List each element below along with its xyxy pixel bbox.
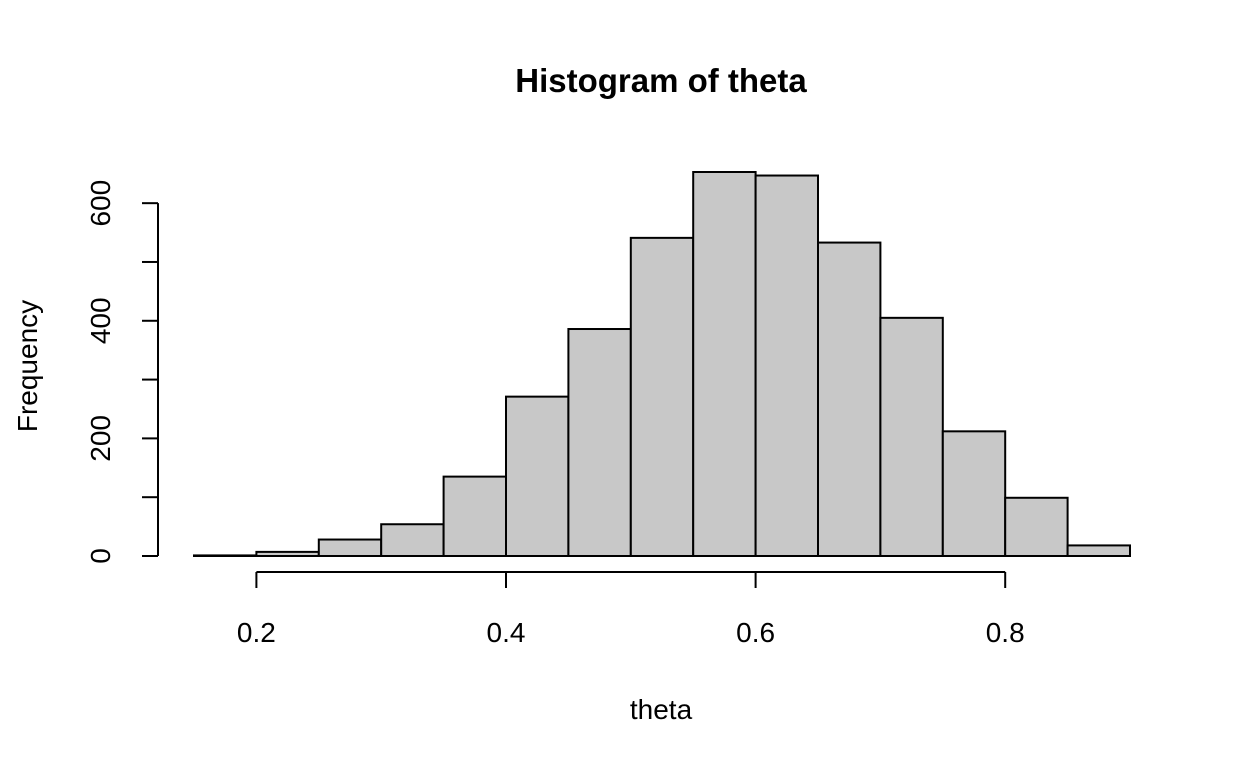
histogram-bar: [317, 538, 383, 558]
x-tick-label: 0.6: [736, 617, 775, 648]
histogram-bars: [193, 171, 1131, 558]
x-axis-ticks: 0.2 0.4 0.6 0.8: [237, 572, 1025, 648]
y-axis-label: Frequency: [12, 300, 43, 432]
x-axis: 0.2 0.4 0.6 0.8: [237, 571, 1025, 648]
y-tick-label: 600: [85, 180, 116, 227]
histogram-bar: [380, 523, 445, 557]
histogram-bar: [629, 236, 695, 557]
histogram-bar: [255, 550, 320, 557]
histogram-bar: [692, 171, 757, 557]
chart-title: Histogram of theta: [515, 62, 807, 99]
histogram-bar: [442, 475, 508, 557]
x-tick-label: 0.2: [237, 617, 276, 648]
histogram-bar: [941, 430, 1007, 557]
histogram-bar: [193, 554, 258, 557]
y-tick-label: 0: [85, 548, 116, 564]
histogram-bar: [505, 395, 570, 557]
x-axis-label: theta: [630, 694, 693, 725]
y-axis: 0 200 400 600: [85, 180, 159, 564]
y-tick-label: 200: [85, 415, 116, 462]
histogram-bar: [817, 241, 882, 557]
histogram-bar: [1066, 544, 1131, 557]
histogram-bar: [879, 316, 944, 557]
histogram-bar: [754, 174, 819, 558]
y-axis-ticks: 0 200 400 600: [85, 180, 158, 564]
x-tick-label: 0.4: [487, 617, 526, 648]
histogram-bar: [1004, 496, 1069, 557]
y-tick-label: 400: [85, 297, 116, 344]
x-tick-label: 0.8: [986, 617, 1025, 648]
histogram-bar: [567, 328, 632, 557]
